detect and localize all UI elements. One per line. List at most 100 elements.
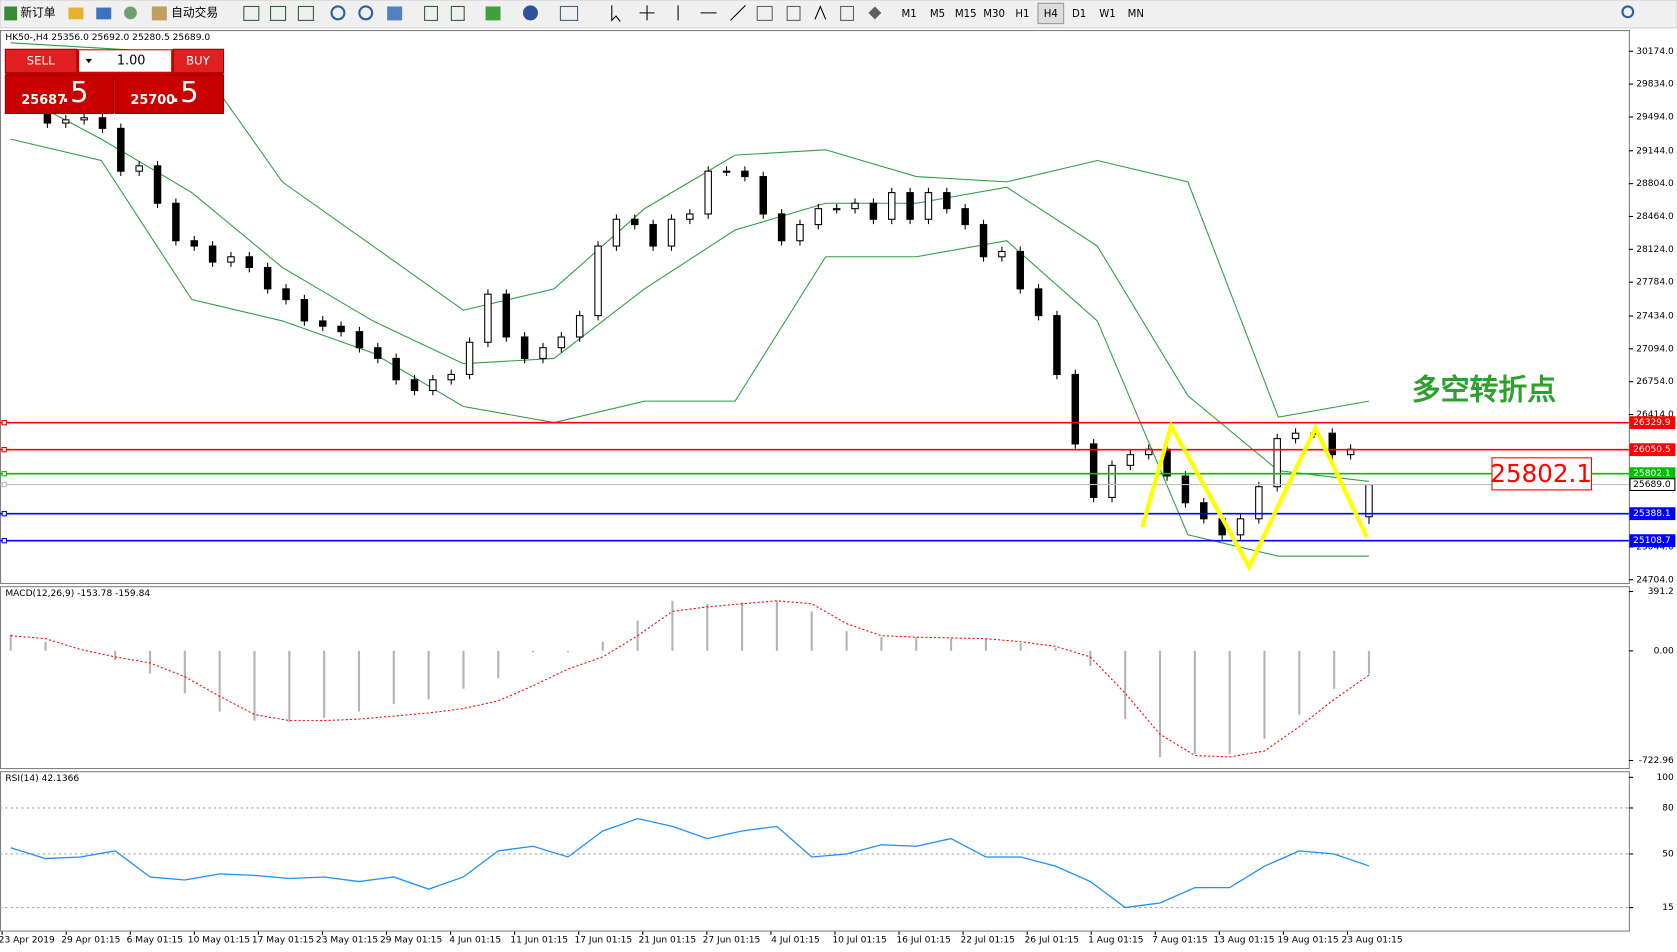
candle-body — [465, 341, 474, 375]
candle-body — [777, 213, 786, 242]
icon[interactable] — [96, 7, 112, 20]
candle-body — [153, 165, 162, 204]
new-order-icon[interactable] — [4, 6, 18, 21]
icon[interactable] — [485, 6, 501, 21]
candle-body — [282, 288, 290, 301]
zoom-in[interactable] — [330, 5, 346, 21]
y-tick-label: 28804.0 — [1636, 179, 1674, 189]
x-tick-label: 1 Aug 01:15 — [1088, 936, 1143, 946]
bid-frac[interactable]: .5 — [61, 75, 89, 109]
icon[interactable] — [450, 5, 465, 21]
icon[interactable] — [68, 7, 84, 20]
icon[interactable] — [522, 5, 538, 21]
y-tick-label: 50 — [1662, 849, 1674, 859]
candle-body — [594, 245, 602, 317]
timeframe[interactable]: MN — [1128, 9, 1144, 20]
x-tick-label: 23 Apr 2019 — [0, 936, 55, 946]
level-marker — [1, 481, 7, 488]
level-label: 25802.1 — [1633, 469, 1671, 479]
candle-body — [1071, 373, 1080, 445]
buy-label[interactable]: BUY — [186, 54, 211, 68]
candle-body — [318, 320, 327, 327]
level-label-box — [1629, 478, 1676, 492]
zoom-out[interactable] — [358, 5, 374, 21]
level-label: 25689.0 — [1633, 480, 1671, 490]
timeframe[interactable]: M5 — [930, 9, 945, 20]
auto-trading-icon[interactable] — [151, 6, 167, 21]
sell-label[interactable]: SELL — [27, 54, 55, 68]
y-tick-label: -722.96 — [1639, 756, 1674, 766]
candle-body — [1291, 432, 1300, 440]
auto-trading[interactable]: 自动交易 — [171, 5, 218, 19]
timeframe[interactable]: W1 — [1099, 9, 1116, 20]
icon[interactable] — [756, 5, 773, 21]
ask-frac[interactable]: .5 — [171, 75, 199, 109]
x-tick-label: 29 Apr 01:15 — [61, 936, 120, 946]
icon[interactable] — [840, 5, 855, 21]
candle-body — [1034, 288, 1043, 317]
icon[interactable] — [387, 6, 403, 21]
x-tick-label: 10 May 01:15 — [188, 936, 250, 946]
sell-button[interactable] — [4, 48, 78, 74]
trade-panel: SELL 1.00 BUY 25687 .5 25700 .5 — [4, 48, 225, 114]
icon[interactable] — [424, 5, 438, 21]
bid-main[interactable]: 25687 — [21, 93, 66, 108]
y-tick-label: 15 — [1662, 903, 1674, 913]
crosshair-tool[interactable] — [639, 5, 655, 21]
level-marker — [1, 537, 7, 544]
icon[interactable] — [868, 6, 882, 20]
candle-body — [1181, 475, 1190, 504]
icon[interactable] — [559, 5, 579, 21]
x-tick-label: 17 Jun 01:15 — [574, 936, 632, 946]
toolbar: 新订单 自动交易 M1 M5 M15 M30 H1 H4 D1 W1 MN — [0, 0, 1677, 29]
level-label-box — [1629, 443, 1676, 457]
y-tick-label: 391.2 — [1648, 587, 1674, 597]
cursor-tool[interactable] — [611, 5, 621, 22]
icon[interactable] — [243, 5, 260, 21]
x-tick-label: 23 Aug 01:15 — [1341, 936, 1402, 946]
y-tick-label: 28464.0 — [1636, 212, 1674, 222]
y-tick-label: 26754.0 — [1636, 377, 1674, 387]
new-order[interactable]: 新订单 — [20, 5, 55, 19]
buy-button[interactable] — [172, 48, 225, 74]
timeframe[interactable]: D1 — [1072, 9, 1086, 20]
lots-value[interactable]: 1.00 — [117, 54, 146, 69]
timeframe[interactable]: M30 — [983, 9, 1005, 20]
ask-main[interactable]: 25700 — [130, 93, 175, 108]
timeframe[interactable]: H4 — [1044, 9, 1058, 20]
icon[interactable] — [786, 5, 801, 21]
candle-body — [502, 293, 511, 338]
ask-box[interactable] — [114, 74, 225, 114]
candle-body — [1053, 315, 1061, 375]
y-tick-label: 29494.0 — [1636, 112, 1674, 122]
line-tools[interactable] — [677, 5, 746, 21]
candle-body — [62, 119, 70, 124]
y-tick-label: 27784.0 — [1636, 278, 1674, 288]
text-tool[interactable] — [814, 5, 827, 20]
candle-body — [80, 117, 88, 121]
x-tick-label: 23 May 01:15 — [316, 936, 378, 946]
candle-body — [208, 245, 217, 263]
candle-body — [814, 208, 823, 226]
icon[interactable] — [270, 5, 287, 21]
y-tick-label: 0.00 — [1654, 646, 1674, 656]
y-tick-label: 26414.0 — [1636, 410, 1674, 420]
bid-box[interactable] — [4, 74, 114, 114]
x-tick-label: 17 May 01:15 — [252, 936, 314, 946]
panel-title: RSI(14) 42.1366 — [5, 774, 79, 784]
timeframe[interactable]: M15 — [955, 9, 977, 20]
candle-body — [135, 165, 143, 172]
candle-body — [410, 379, 419, 392]
lots-input[interactable] — [79, 50, 172, 72]
candle-body — [1255, 486, 1263, 520]
lots-dropdown[interactable] — [85, 58, 92, 64]
timeframe[interactable]: H1 — [1015, 9, 1029, 20]
icon[interactable] — [124, 6, 137, 20]
candle-body — [575, 315, 584, 338]
y-tick-label: 24704.0 — [1636, 575, 1674, 585]
panel-frame — [0, 30, 1630, 585]
icon[interactable] — [297, 5, 314, 21]
level-label-box — [1629, 416, 1676, 430]
timeframe[interactable]: M1 — [901, 9, 916, 20]
search[interactable] — [1621, 5, 1635, 19]
